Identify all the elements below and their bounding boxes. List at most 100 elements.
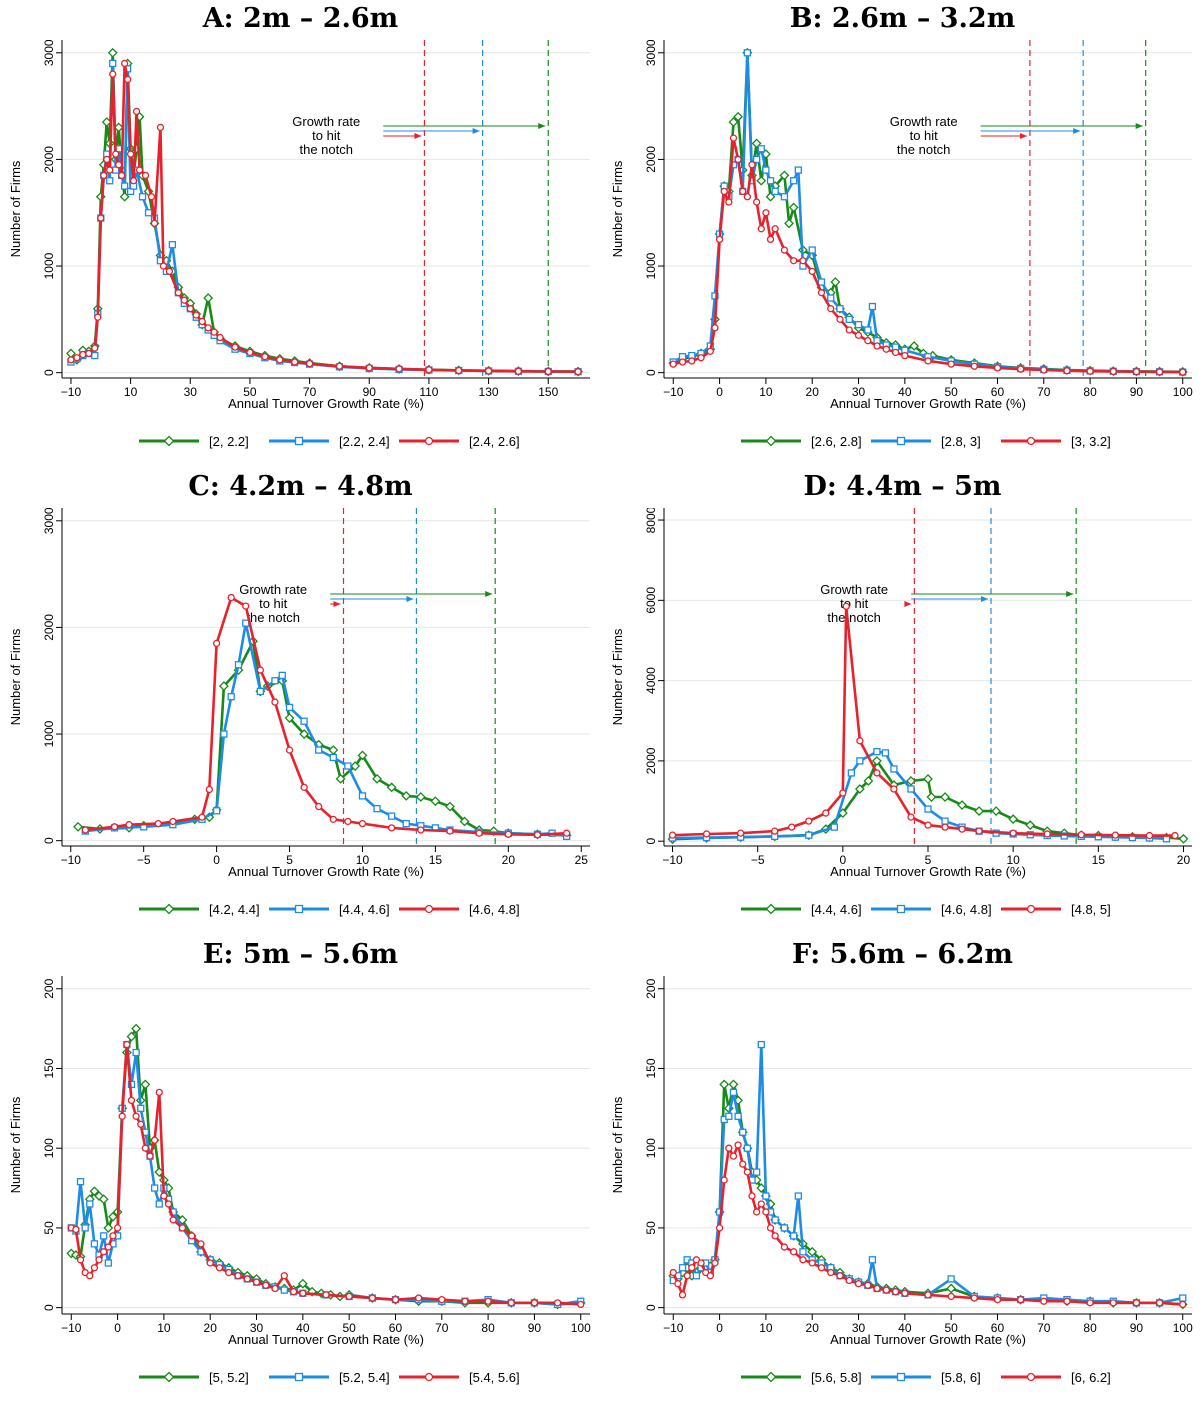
data-point xyxy=(401,790,412,801)
data-point xyxy=(391,1296,400,1304)
data-point xyxy=(141,171,150,180)
data-point xyxy=(198,317,206,326)
data-point xyxy=(901,1289,909,1297)
y-tick-label: 200 xyxy=(644,978,658,998)
x-tick-label: 50 xyxy=(243,385,257,399)
data-point xyxy=(970,362,978,370)
data-point xyxy=(150,1136,159,1144)
x-tick-label: 10 xyxy=(759,385,773,399)
data-point xyxy=(300,783,308,792)
data-point xyxy=(203,293,214,303)
x-ticks: −10 0 10 20 30 40 50 60 70 80 90 100 xyxy=(61,1314,591,1335)
y-tick-label: 2000 xyxy=(42,614,56,641)
data-point xyxy=(507,1299,515,1307)
legend: [4.4, 4.6] [4.6, 4.8] [4.8, 5] xyxy=(741,902,1111,917)
data-point xyxy=(739,187,747,196)
data-point xyxy=(808,1259,816,1267)
data-point xyxy=(459,816,470,827)
y-tick-label: 1000 xyxy=(644,252,658,279)
data-point xyxy=(924,805,932,813)
data-point xyxy=(231,343,239,351)
legend-label: [2.8, 3] xyxy=(941,434,981,449)
legend-label: [5.6, 5.8] xyxy=(811,1370,862,1385)
data-point xyxy=(387,812,396,820)
data-point xyxy=(335,773,346,784)
data-point xyxy=(104,1259,112,1267)
data-point xyxy=(1145,831,1154,840)
series-square xyxy=(669,49,1187,376)
data-point xyxy=(734,1141,742,1149)
data-point xyxy=(688,1264,696,1272)
data-point xyxy=(941,817,949,825)
x-axis-label: Annual Turnover Growth Rate (%) xyxy=(228,864,424,879)
x-axis-label: Annual Turnover Growth Rate (%) xyxy=(830,1332,1026,1347)
x-tick-label: 100 xyxy=(1173,385,1193,399)
data-point xyxy=(674,1280,682,1288)
data-point xyxy=(475,829,483,837)
data-point xyxy=(697,1259,705,1267)
data-point xyxy=(147,193,156,201)
data-point xyxy=(137,1104,145,1112)
x-tick-label: 0 xyxy=(114,1321,121,1335)
data-point xyxy=(289,1288,298,1296)
data-point xyxy=(836,315,844,324)
data-point xyxy=(322,1291,330,1299)
data-point xyxy=(924,1291,932,1299)
chart-panel-a: A: 2m – 2.6m 0 1000 2000 3000 −10 10 30 50 70 90 1… xyxy=(0,0,601,468)
data-point xyxy=(993,364,1002,372)
data-point xyxy=(299,729,310,739)
data-point xyxy=(1040,1297,1048,1305)
data-point xyxy=(345,1292,353,1301)
series-diamond xyxy=(66,1023,586,1310)
legend-label: [4.4, 4.6] xyxy=(339,902,390,917)
data-point xyxy=(856,737,864,745)
data-point xyxy=(533,831,542,839)
data-point xyxy=(847,769,856,777)
data-point xyxy=(946,1283,957,1294)
data-point xyxy=(725,198,733,206)
series-line xyxy=(70,62,579,373)
data-point xyxy=(294,1372,304,1382)
data-point xyxy=(771,1216,779,1224)
data-point xyxy=(1109,367,1117,376)
data-point xyxy=(285,703,294,712)
data-point xyxy=(805,817,813,825)
legend: [2.6, 2.8] [2.8, 3] [3, 3.2] xyxy=(741,434,1111,449)
data-point xyxy=(504,830,512,838)
data-point xyxy=(206,1259,214,1267)
data-point xyxy=(1155,1299,1164,1307)
data-point xyxy=(424,904,434,914)
notch-arrowhead xyxy=(1135,123,1143,129)
data-point xyxy=(186,305,194,313)
data-point xyxy=(280,1272,288,1280)
data-point xyxy=(1009,829,1017,837)
data-point xyxy=(906,776,916,786)
data-point xyxy=(734,1112,742,1120)
data-point xyxy=(845,315,853,324)
data-point xyxy=(234,1272,242,1280)
data-point xyxy=(150,219,159,228)
data-point xyxy=(890,765,898,773)
x-tick-label: 20 xyxy=(1177,853,1191,867)
series xyxy=(66,47,583,377)
data-point xyxy=(79,350,87,359)
data-point xyxy=(830,277,841,287)
data-point xyxy=(103,155,111,164)
data-point xyxy=(896,1372,906,1382)
data-point xyxy=(530,1299,539,1307)
data-point xyxy=(81,1224,89,1232)
data-point xyxy=(757,1200,765,1208)
legend: [5.6, 5.8] [5.8, 6] [6, 6.2] xyxy=(741,1370,1111,1385)
data-point xyxy=(907,785,915,793)
series-square xyxy=(81,619,571,841)
y-tick-label: 2000 xyxy=(644,747,658,774)
data-point xyxy=(86,1200,94,1208)
data-point xyxy=(1026,436,1036,446)
data-point xyxy=(941,823,949,831)
y-tick-label: 0 xyxy=(644,1304,658,1311)
data-point xyxy=(386,782,397,793)
x-tick-label: 10 xyxy=(759,1321,773,1335)
data-point xyxy=(160,1192,168,1200)
chart-title: D: 4.4m – 5m xyxy=(803,471,1002,502)
y-ticks: 0 1000 2000 3000 xyxy=(42,40,62,376)
